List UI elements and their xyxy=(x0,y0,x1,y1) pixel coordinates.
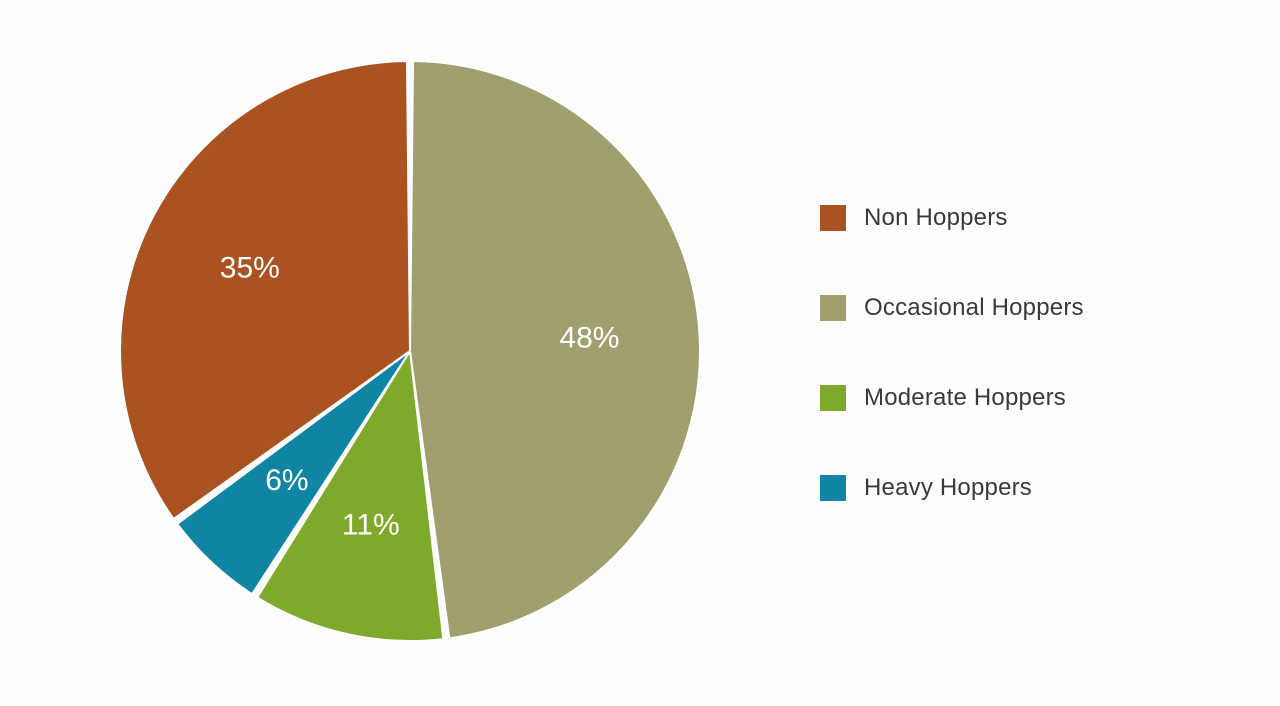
legend-swatch-heavy xyxy=(820,475,846,501)
pie-label-non: 35% xyxy=(220,251,280,284)
pie-area: 48% 11% 6% 35% xyxy=(120,61,700,646)
legend-label-occasional: Occasional Hoppers xyxy=(864,294,1084,322)
legend-item-non: Non Hoppers xyxy=(820,204,1084,232)
legend-label-non: Non Hoppers xyxy=(864,204,1008,232)
legend-label-heavy: Heavy Hoppers xyxy=(864,474,1032,502)
legend-label-moderate: Moderate Hoppers xyxy=(864,384,1066,412)
legend-swatch-moderate xyxy=(820,385,846,411)
legend-item-occasional: Occasional Hoppers xyxy=(820,294,1084,322)
legend-item-heavy: Heavy Hoppers xyxy=(820,474,1084,502)
hoppers-pie-chart: 48% 11% 6% 35% Non Hoppers Occasional Hopper… xyxy=(0,0,1280,706)
pie-label-heavy: 6% xyxy=(265,463,308,496)
legend-swatch-non xyxy=(820,205,846,231)
legend-swatch-occasional xyxy=(820,295,846,321)
pie-label-occasional: 48% xyxy=(559,321,619,354)
pie-label-moderate: 11% xyxy=(342,508,400,541)
pie-slice-occasional xyxy=(410,61,700,638)
pie-svg: 48% 11% 6% 35% xyxy=(120,61,700,641)
legend: Non Hoppers Occasional Hoppers Moderate Ho… xyxy=(820,204,1084,502)
legend-item-moderate: Moderate Hoppers xyxy=(820,384,1084,412)
